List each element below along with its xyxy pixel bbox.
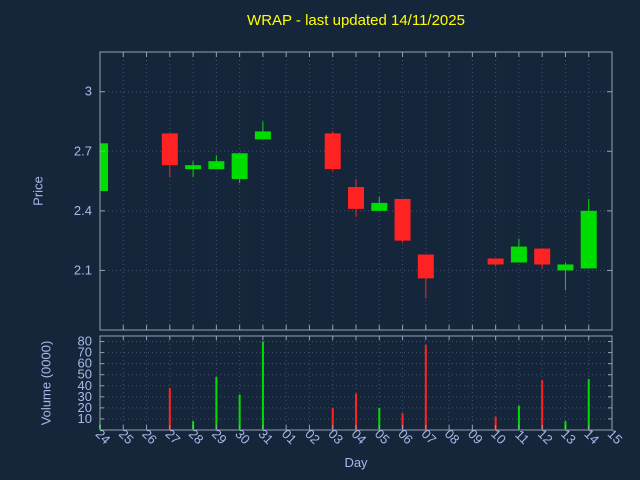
x-tick-label: 04 [349,426,370,447]
x-tick-label: 13 [558,426,579,447]
candle-body [534,248,551,265]
volume-tick-label: 80 [78,334,92,349]
candle-body [417,254,434,279]
candle-body [557,264,574,271]
x-tick-label: 06 [395,426,416,447]
x-tick-label: 26 [139,426,160,447]
x-tick-label: 24 [93,426,114,447]
candle-body [371,202,388,211]
candle-body [100,143,108,191]
x-tick-label: 12 [535,426,556,447]
volume-tick-label: 70 [78,345,92,360]
price-tick-label: 2.7 [74,143,92,158]
chart-title: WRAP - last updated 14/11/2025 [247,12,465,29]
x-tick-label: 02 [302,426,323,447]
price-tick-label: 2.1 [74,262,92,277]
volume-tick-label: 50 [78,367,92,382]
x-tick-label: 31 [256,426,277,447]
x-tick-label: 10 [488,426,509,447]
volume-tick-label: 40 [78,378,92,393]
x-tick-label: 09 [465,426,486,447]
candle-body [510,246,527,263]
candle-body [324,133,341,170]
volume-axis-label: Volume (0000) [38,340,54,426]
x-tick-label: 27 [162,426,183,447]
candle-body [161,133,178,166]
day-axis-label: Day [344,455,368,470]
x-tick-label: 30 [232,426,253,447]
x-tick-label: 25 [116,426,137,447]
volume-tick-label: 30 [78,389,92,404]
candle-body [487,258,504,265]
volume-tick-label: 10 [78,411,92,426]
volume-tick-label: 20 [78,400,92,415]
candle-body [231,153,248,180]
candle-body [208,161,225,170]
candle-body [185,165,202,170]
price-tick-label: 2.4 [74,203,92,218]
x-tick-label: 28 [186,426,207,447]
x-tick-label: 29 [209,426,230,447]
price-tick-label: 3 [85,84,92,99]
x-tick-label: 15 [605,426,626,447]
candle-body [580,210,597,269]
x-tick-label: 08 [442,426,463,447]
x-tick-label: 14 [581,426,602,447]
x-tick-label: 07 [418,426,439,447]
candle-body [254,131,271,140]
x-tick-label: 01 [279,426,300,447]
price-axis-label: Price [30,176,46,206]
x-tick-label: 05 [372,426,393,447]
candle-body [348,187,364,209]
volume-tick-label: 60 [78,356,92,371]
x-tick-label: 03 [325,426,346,447]
candle-body [394,198,411,241]
